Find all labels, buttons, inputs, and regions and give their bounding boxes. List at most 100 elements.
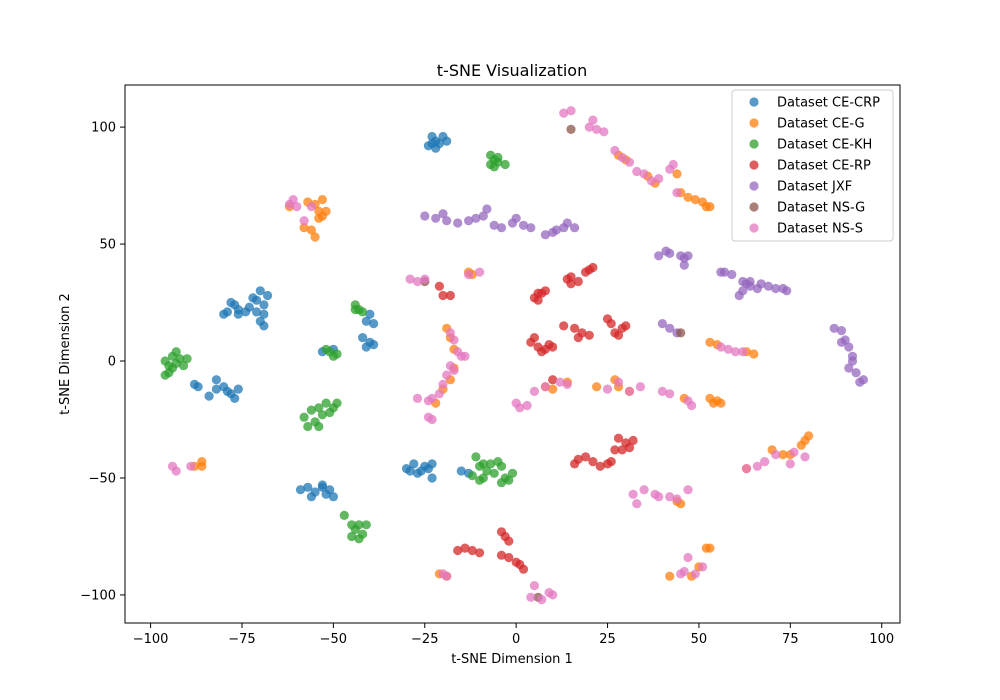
legend-marker — [749, 160, 759, 170]
data-point — [339, 510, 349, 520]
data-point — [303, 482, 313, 492]
data-point — [624, 386, 635, 396]
data-point — [233, 309, 243, 319]
data-point — [836, 326, 847, 336]
data-point — [434, 281, 444, 291]
data-point — [705, 543, 715, 553]
data-point — [314, 403, 324, 413]
data-point — [405, 274, 415, 284]
x-axis-ticks: −100 −75 −50 −25 0 25 50 75 100 — [133, 623, 894, 647]
data-point — [559, 108, 569, 118]
data-point — [292, 202, 302, 212]
data-point — [665, 323, 675, 333]
data-point — [599, 127, 609, 137]
data-point — [529, 386, 540, 396]
data-point — [515, 403, 525, 413]
data-point — [676, 328, 686, 338]
data-point — [698, 562, 708, 572]
data-point — [555, 377, 565, 387]
data-point — [632, 499, 642, 509]
data-point — [299, 216, 309, 226]
y-tick-label: 0 — [108, 355, 116, 370]
data-point — [478, 459, 488, 469]
data-point — [738, 347, 748, 357]
data-point — [778, 450, 788, 460]
data-point — [592, 382, 602, 392]
data-point — [482, 466, 492, 476]
data-point — [668, 159, 678, 170]
data-point — [467, 471, 477, 481]
data-point — [412, 393, 423, 403]
data-point — [496, 550, 507, 560]
data-point — [511, 213, 521, 223]
data-point — [222, 386, 232, 396]
data-point — [445, 290, 455, 301]
data-point — [690, 195, 700, 205]
data-point — [537, 595, 547, 605]
data-point — [654, 492, 664, 502]
data-point — [540, 286, 551, 296]
x-tick-label: 50 — [691, 632, 708, 647]
data-point — [310, 232, 320, 242]
data-point — [317, 480, 327, 490]
data-point — [405, 466, 415, 476]
data-point — [610, 445, 620, 455]
data-point — [475, 475, 485, 485]
data-point — [847, 356, 858, 366]
data-point — [672, 169, 682, 179]
data-point — [562, 218, 572, 228]
data-point — [489, 220, 499, 230]
data-point — [507, 468, 518, 478]
data-point — [299, 223, 309, 233]
data-point — [559, 321, 569, 331]
data-point — [321, 206, 331, 216]
data-point — [855, 377, 865, 387]
data-point — [518, 220, 529, 230]
data-point — [537, 347, 547, 357]
data-point — [178, 361, 189, 371]
data-point — [621, 321, 631, 331]
data-point — [617, 445, 627, 455]
data-point — [496, 478, 507, 488]
data-point — [438, 569, 448, 579]
data-point — [657, 386, 668, 396]
data-point — [241, 307, 251, 317]
data-point — [624, 157, 635, 167]
data-point — [639, 169, 649, 179]
data-point — [628, 435, 638, 446]
data-point — [741, 464, 752, 474]
data-point — [687, 400, 697, 411]
data-point — [427, 473, 437, 483]
data-point — [540, 230, 551, 240]
data-point — [471, 452, 481, 462]
data-point — [683, 192, 693, 202]
data-point — [489, 162, 499, 172]
data-point — [160, 370, 170, 380]
data-point — [570, 323, 580, 333]
data-point — [295, 485, 306, 495]
legend-label: Dataset CE-CRP — [777, 96, 880, 111]
data-point — [475, 548, 485, 558]
data-point — [606, 457, 616, 467]
data-point — [475, 267, 485, 277]
legend-label: Dataset NS-S — [777, 222, 863, 237]
data-point — [482, 204, 492, 214]
x-tick-label: −50 — [320, 632, 347, 647]
data-point — [204, 391, 214, 401]
data-point — [588, 115, 598, 125]
x-tick-label: −75 — [228, 632, 255, 647]
data-point — [171, 347, 181, 357]
data-point — [665, 389, 675, 399]
data-point — [197, 461, 207, 471]
data-point — [259, 321, 269, 331]
legend-marker — [749, 139, 759, 149]
legend-items: Dataset CE-CRP Dataset CE-G Dataset CE-KH D… — [749, 96, 880, 237]
y-axis-label: t-SNE Dimension 2 — [58, 293, 73, 415]
data-point — [328, 492, 338, 502]
data-point — [566, 106, 576, 116]
data-point — [252, 295, 262, 305]
data-point — [438, 131, 448, 142]
data-point — [683, 485, 693, 495]
y-tick-label: 50 — [99, 238, 116, 253]
